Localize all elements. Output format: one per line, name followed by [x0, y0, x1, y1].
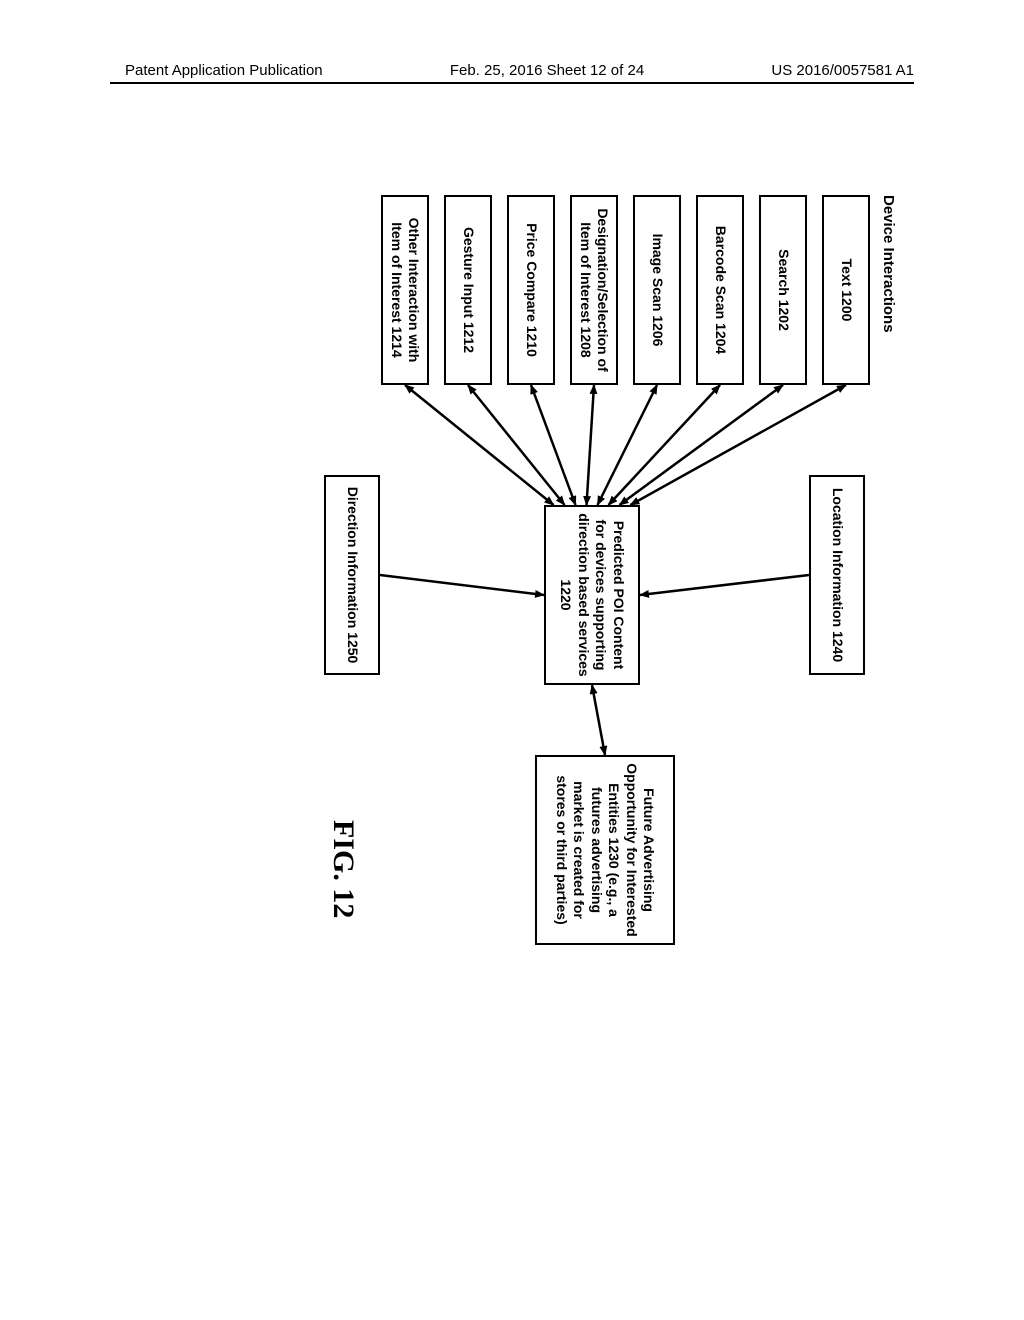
header-right: US 2016/0057581 A1	[771, 62, 914, 79]
figure-label: FIG. 12	[326, 820, 360, 918]
section-title: Device Interactions	[880, 195, 897, 333]
device-interaction-box-0: Text 1200	[822, 195, 870, 385]
diagram-canvas: Device Interactions Text 1200 Search 1202 B…	[95, 195, 925, 975]
device-interaction-box-2: Barcode Scan 1204	[696, 195, 744, 385]
device-interaction-box-3: Image Scan 1206	[633, 195, 681, 385]
predicted-poi-box: Predicted POI Content for devices suppor…	[544, 505, 640, 685]
device-interaction-box-5: Price Compare 1210	[507, 195, 555, 385]
future-advertising-box: Future Advertising Opportunity for Inter…	[535, 755, 675, 945]
device-interaction-box-6: Gesture Input 1212	[444, 195, 492, 385]
location-info-box: Location Information 1240	[809, 475, 865, 675]
device-interaction-box-7: Other Interaction with Item of Interest …	[381, 195, 429, 385]
device-interaction-box-1: Search 1202	[759, 195, 807, 385]
device-interaction-box-4: Designation/Selection of Item of Interes…	[570, 195, 618, 385]
direction-info-box: Direction Information 1250	[324, 475, 380, 675]
header-center: Feb. 25, 2016 Sheet 12 of 24	[450, 62, 644, 79]
header-left: Patent Application Publication	[125, 62, 323, 79]
header-rule	[110, 82, 914, 84]
page-header: Patent Application Publication Feb. 25, …	[0, 62, 1024, 79]
